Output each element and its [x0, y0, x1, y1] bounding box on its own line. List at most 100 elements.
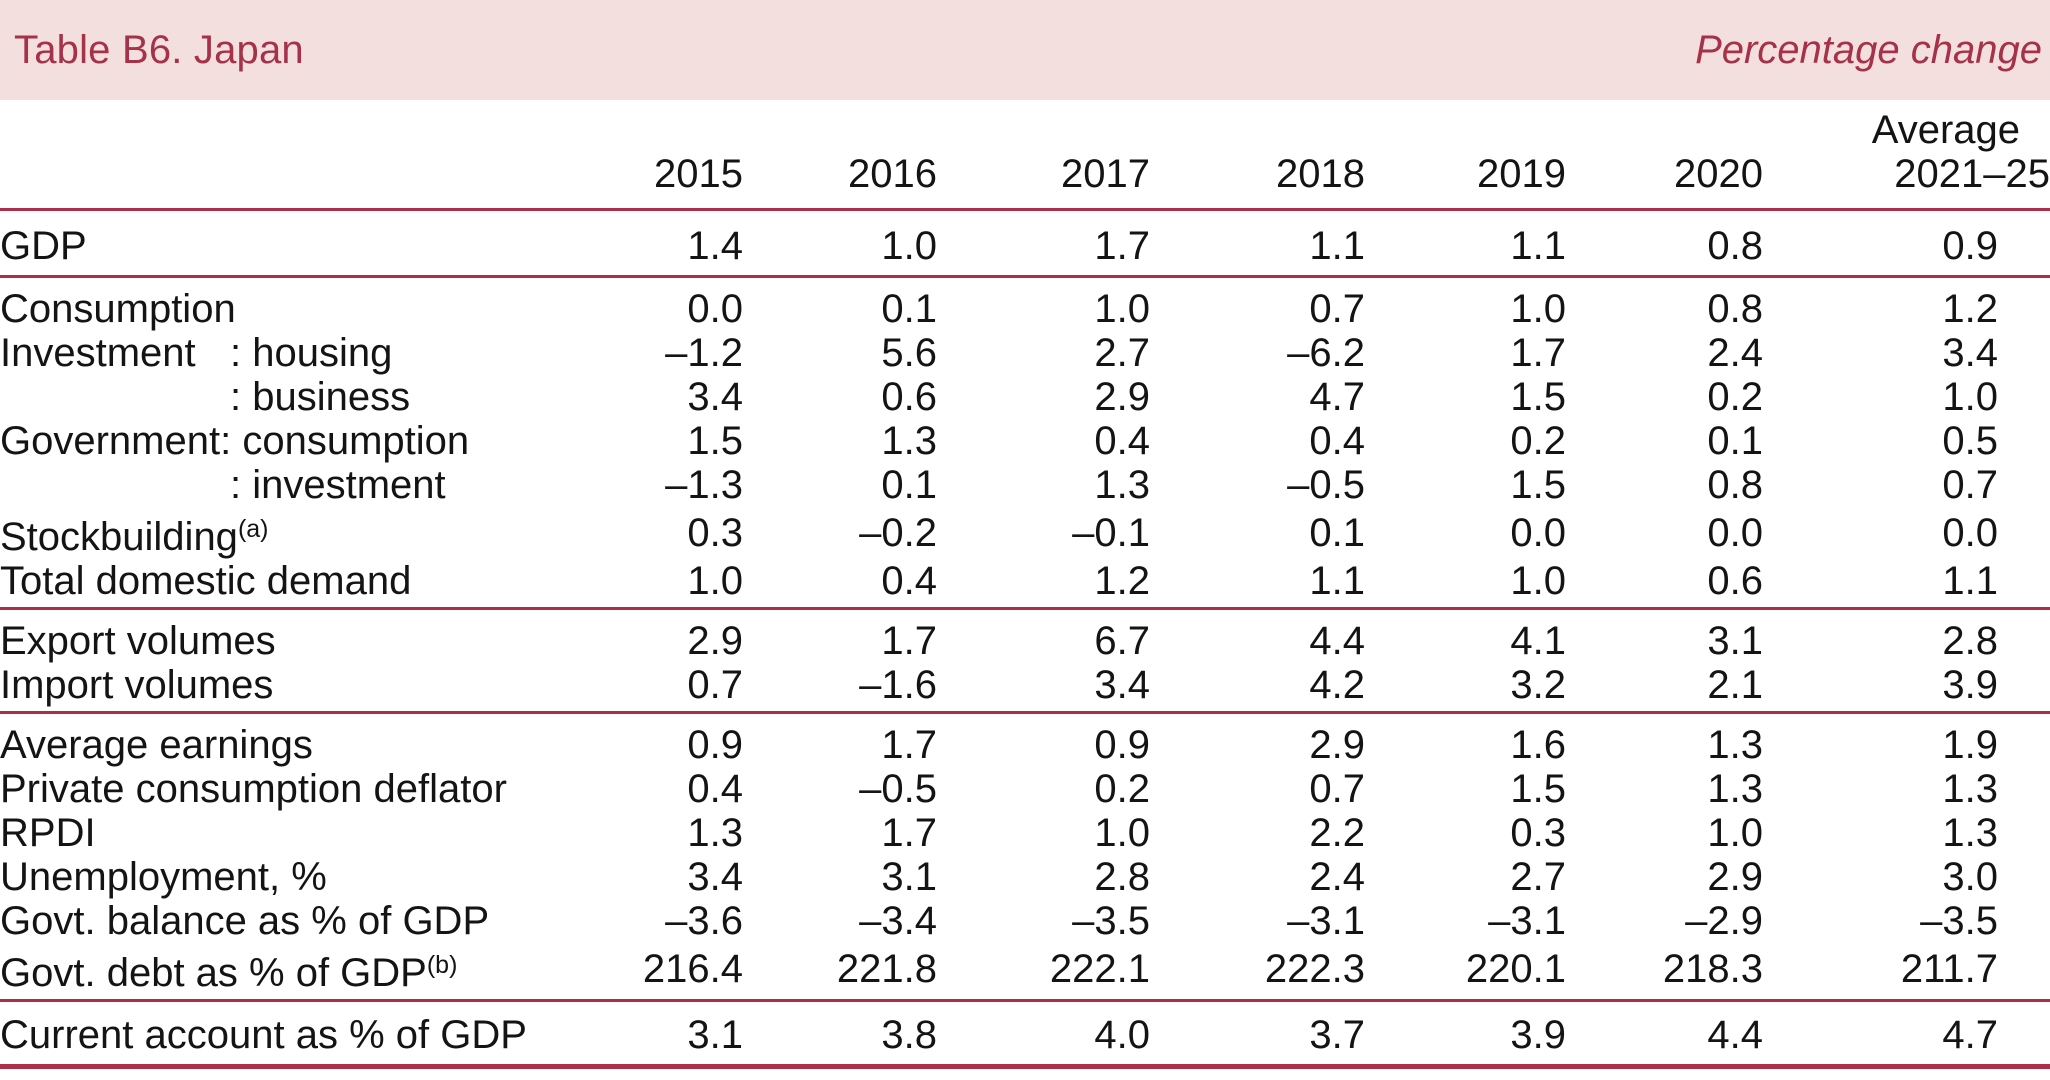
table-row: : investment –1.3 0.1 1.3 –0.5 1.5 0.8 0…: [0, 463, 2050, 507]
cell: 1.1: [1309, 559, 1365, 603]
cell: 1.0: [687, 559, 743, 603]
cell: –3.5: [1920, 899, 1998, 943]
title-band: Table B6. Japan Percentage change: [0, 0, 2050, 100]
cell: 0.7: [1942, 463, 1998, 507]
section-prices-fiscal: Average earnings 0.9 1.7 0.9 2.9 1.6 1.3…: [0, 712, 2050, 1001]
table-row: Govt. debt as % of GDP(b) 216.4 221.8 22…: [0, 943, 2050, 1001]
cell: 0.2: [1510, 419, 1566, 463]
column-header-2016: 2016: [848, 152, 937, 196]
cell: 1.0: [1510, 287, 1566, 331]
cell: –3.1: [1287, 899, 1365, 943]
cell: 3.9: [1942, 663, 1998, 707]
cell: 1.1: [1942, 559, 1998, 603]
cell: –3.6: [665, 899, 743, 943]
cell: 1.3: [1707, 767, 1763, 811]
cell: –0.1: [1072, 511, 1150, 555]
row-sublabel: : investment: [230, 463, 446, 507]
cell: 1.1: [1510, 224, 1566, 268]
section-domestic-demand: Consumption 0.0 0.1 1.0 0.7 1.0 0.8 1.2 …: [0, 276, 2050, 609]
cell: 1.3: [687, 811, 743, 855]
cell: –3.4: [859, 899, 937, 943]
table-row: Current account as % of GDP 3.1 3.8 4.0 …: [0, 1001, 2050, 1067]
cell: 1.7: [1510, 331, 1566, 375]
cell: 3.2: [1510, 663, 1566, 707]
cell: 0.4: [1309, 419, 1365, 463]
cell: –0.5: [1287, 463, 1365, 507]
cell: 1.3: [1942, 811, 1998, 855]
cell: 3.7: [1309, 1013, 1365, 1057]
column-header-average: Average 2021–25: [1763, 100, 2050, 210]
cell: 1.0: [1510, 559, 1566, 603]
row-label: RPDI: [0, 811, 96, 855]
cell: 0.4: [687, 767, 743, 811]
cell: 3.4: [1094, 663, 1150, 707]
column-header-2018: 2018: [1276, 152, 1365, 196]
cell: 0.1: [881, 287, 937, 331]
cell: 0.9: [1094, 723, 1150, 767]
cell: 0.9: [1942, 224, 1998, 268]
average-label: Average: [1871, 108, 2020, 152]
cell: –1.2: [665, 331, 743, 375]
cell: –1.3: [665, 463, 743, 507]
table-row: Government: consumption 1.5 1.3 0.4 0.4 …: [0, 419, 2050, 463]
cell: 1.7: [881, 723, 937, 767]
cell: 1.5: [1510, 767, 1566, 811]
cell: 1.5: [1510, 375, 1566, 419]
cell: 1.2: [1942, 287, 1998, 331]
table-row: : business 3.4 0.6 2.9 4.7 1.5 0.2 1.0: [0, 375, 2050, 419]
cell: 0.6: [1707, 559, 1763, 603]
table-row: Total domestic demand 1.0 0.4 1.2 1.1 1.…: [0, 559, 2050, 609]
cell: 3.0: [1942, 855, 1998, 899]
cell: 0.4: [881, 559, 937, 603]
average-years-label: 2021–25: [1894, 152, 2050, 196]
data-table: 2015 2016 2017 2018 2019 2020 Average 20…: [0, 100, 2050, 1069]
table-row: Investment: housing –1.2 5.6 2.7 –6.2 1.…: [0, 331, 2050, 375]
cell: 3.1: [1707, 619, 1763, 663]
cell: 221.8: [836, 947, 937, 991]
header-spacer: [0, 100, 560, 210]
cell: 222.3: [1264, 947, 1365, 991]
row-sublabel: : business: [230, 375, 411, 419]
row-label: Average earnings: [0, 723, 313, 767]
cell: 4.0: [1094, 1013, 1150, 1057]
table-row: Average earnings 0.9 1.7 0.9 2.9 1.6 1.3…: [0, 713, 2050, 767]
section-trade: Export volumes 2.9 1.7 6.7 4.4 4.1 3.1 2…: [0, 608, 2050, 713]
cell: 0.2: [1094, 767, 1150, 811]
table-row: Unemployment, % 3.4 3.1 2.8 2.4 2.7 2.9 …: [0, 855, 2050, 899]
cell: 1.2: [1094, 559, 1150, 603]
cell: 1.0: [1942, 375, 1998, 419]
column-header-2015: 2015: [654, 152, 743, 196]
cell: 2.9: [1309, 723, 1365, 767]
cell: 0.0: [687, 287, 743, 331]
table-row: Import volumes 0.7 –1.6 3.4 4.2 3.2 2.1 …: [0, 663, 2050, 713]
cell: 0.7: [1309, 767, 1365, 811]
cell: 0.8: [1707, 224, 1763, 268]
cell: 2.4: [1309, 855, 1365, 899]
cell: –6.2: [1287, 331, 1365, 375]
page-title: Table B6. Japan: [14, 27, 304, 72]
cell: 1.0: [1094, 287, 1150, 331]
cell: 1.4: [687, 224, 743, 268]
cell: 4.4: [1707, 1013, 1763, 1057]
cell: –0.2: [859, 511, 937, 555]
cell: 0.1: [1707, 419, 1763, 463]
footnote-marker: (a): [237, 515, 269, 543]
cell: 2.1: [1707, 663, 1763, 707]
cell: 222.1: [1049, 947, 1150, 991]
cell: 3.4: [687, 375, 743, 419]
cell: 2.8: [1094, 855, 1150, 899]
cell: 1.3: [1094, 463, 1150, 507]
cell: 3.1: [687, 1013, 743, 1057]
cell: 2.2: [1309, 811, 1365, 855]
row-sublabel: : housing: [230, 331, 393, 375]
table-row: Govt. balance as % of GDP –3.6 –3.4 –3.5…: [0, 899, 2050, 943]
cell: 1.5: [1510, 463, 1566, 507]
cell: 1.9: [1942, 723, 1998, 767]
cell: –1.6: [859, 663, 937, 707]
column-header-2020: 2020: [1674, 152, 1763, 196]
cell: 1.6: [1510, 723, 1566, 767]
cell: 3.8: [881, 1013, 937, 1057]
row-label: Govt. debt as % of GDP: [0, 951, 427, 995]
row-label: Import volumes: [0, 663, 274, 707]
cell: 4.2: [1309, 663, 1365, 707]
